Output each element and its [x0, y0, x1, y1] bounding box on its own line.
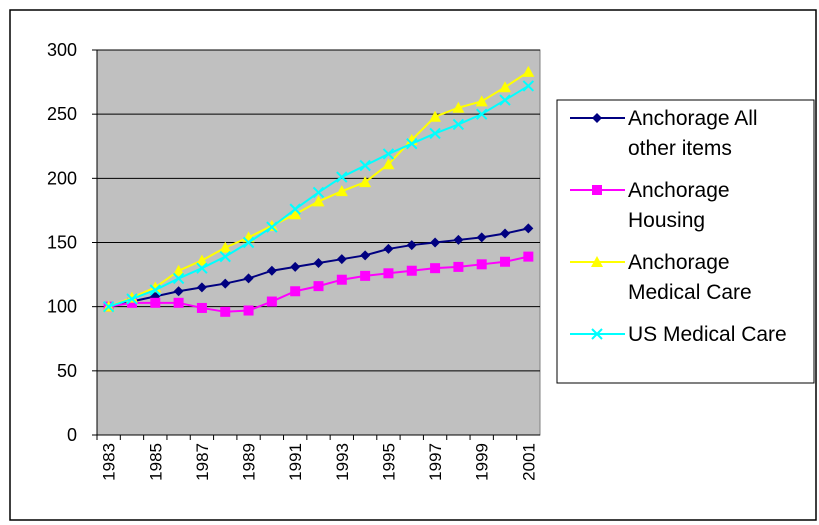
marker	[429, 110, 442, 122]
marker	[382, 158, 395, 170]
marker	[312, 186, 325, 199]
marker	[453, 234, 464, 245]
marker	[266, 221, 278, 233]
marker	[406, 240, 417, 251]
marker	[173, 286, 184, 297]
marker	[102, 300, 115, 313]
marker	[522, 80, 535, 92]
marker	[289, 208, 302, 220]
marker	[360, 250, 371, 261]
x-tick-label: 2001	[519, 443, 538, 481]
marker	[476, 232, 487, 243]
marker	[313, 258, 324, 269]
marker	[172, 264, 185, 276]
marker	[336, 274, 347, 285]
marker	[219, 250, 231, 263]
x-tick-label: 1995	[379, 443, 398, 481]
marker	[172, 272, 185, 285]
marker	[359, 159, 371, 172]
marker	[266, 296, 277, 307]
marker	[336, 254, 347, 265]
marker	[406, 137, 418, 150]
y-tick-label: 50	[57, 361, 77, 381]
y-tick-label: 200	[47, 168, 77, 188]
marker	[591, 256, 603, 267]
marker	[196, 302, 207, 313]
legend-label: US Medical Care	[628, 323, 787, 346]
marker	[592, 185, 602, 195]
x-tick-label: 1983	[100, 443, 119, 481]
marker	[383, 268, 394, 279]
marker	[126, 297, 137, 308]
marker	[150, 297, 161, 308]
marker	[430, 263, 441, 274]
marker	[149, 281, 162, 293]
marker	[359, 176, 372, 188]
legend: Anchorage All other items Anchorage Housing…	[570, 107, 787, 346]
marker	[499, 94, 511, 106]
marker	[149, 284, 161, 296]
marker	[591, 328, 603, 340]
marker	[500, 228, 511, 239]
marker	[266, 265, 277, 276]
marker	[453, 261, 464, 272]
marker	[173, 297, 184, 308]
marker	[220, 278, 231, 289]
x-tick-label: 1987	[193, 443, 212, 481]
plot-area: 0 50 100 150 200 250 300 1983 1985 1987 1989 1991 19…	[47, 40, 541, 481]
legend-label: Anchorage All other items	[628, 107, 758, 160]
y-tick-label: 100	[47, 297, 77, 317]
marker	[522, 65, 535, 77]
marker	[452, 118, 465, 131]
marker	[219, 241, 232, 253]
marker	[242, 236, 255, 249]
marker	[243, 305, 254, 316]
y-tick-label: 150	[47, 233, 77, 253]
marker	[523, 223, 534, 234]
marker	[313, 281, 324, 292]
marker	[195, 254, 208, 266]
x-tick-label: 1985	[146, 443, 165, 481]
marker	[336, 171, 348, 183]
marker	[475, 95, 488, 107]
marker	[476, 259, 487, 270]
marker	[289, 203, 301, 215]
marker	[220, 306, 231, 317]
marker	[312, 195, 325, 207]
y-tick-label: 0	[67, 425, 77, 445]
marker	[196, 262, 208, 274]
legend-label: Anchorage Medical Care	[628, 251, 752, 304]
marker	[523, 251, 534, 262]
marker	[500, 256, 511, 267]
marker	[383, 243, 394, 254]
marker	[429, 127, 441, 140]
x-tick-label: 1991	[286, 443, 305, 481]
marker	[499, 81, 512, 93]
marker	[243, 273, 254, 284]
marker	[382, 148, 395, 160]
marker	[290, 286, 301, 297]
marker	[406, 265, 417, 276]
marker	[290, 261, 301, 272]
marker	[476, 108, 488, 120]
y-tick-label: 300	[47, 40, 77, 60]
marker	[335, 185, 348, 197]
marker	[430, 237, 441, 248]
marker	[592, 113, 602, 123]
marker	[452, 101, 465, 113]
x-tick-label: 1997	[426, 443, 445, 481]
marker	[126, 293, 138, 305]
marker	[196, 282, 207, 293]
x-tick-label: 1993	[333, 443, 352, 481]
marker	[360, 270, 371, 281]
x-tick-label: 1989	[240, 443, 259, 481]
legend-label: Anchorage Housing	[628, 179, 730, 232]
y-tick-label: 250	[47, 104, 77, 124]
x-tick-label: 1999	[473, 443, 492, 481]
